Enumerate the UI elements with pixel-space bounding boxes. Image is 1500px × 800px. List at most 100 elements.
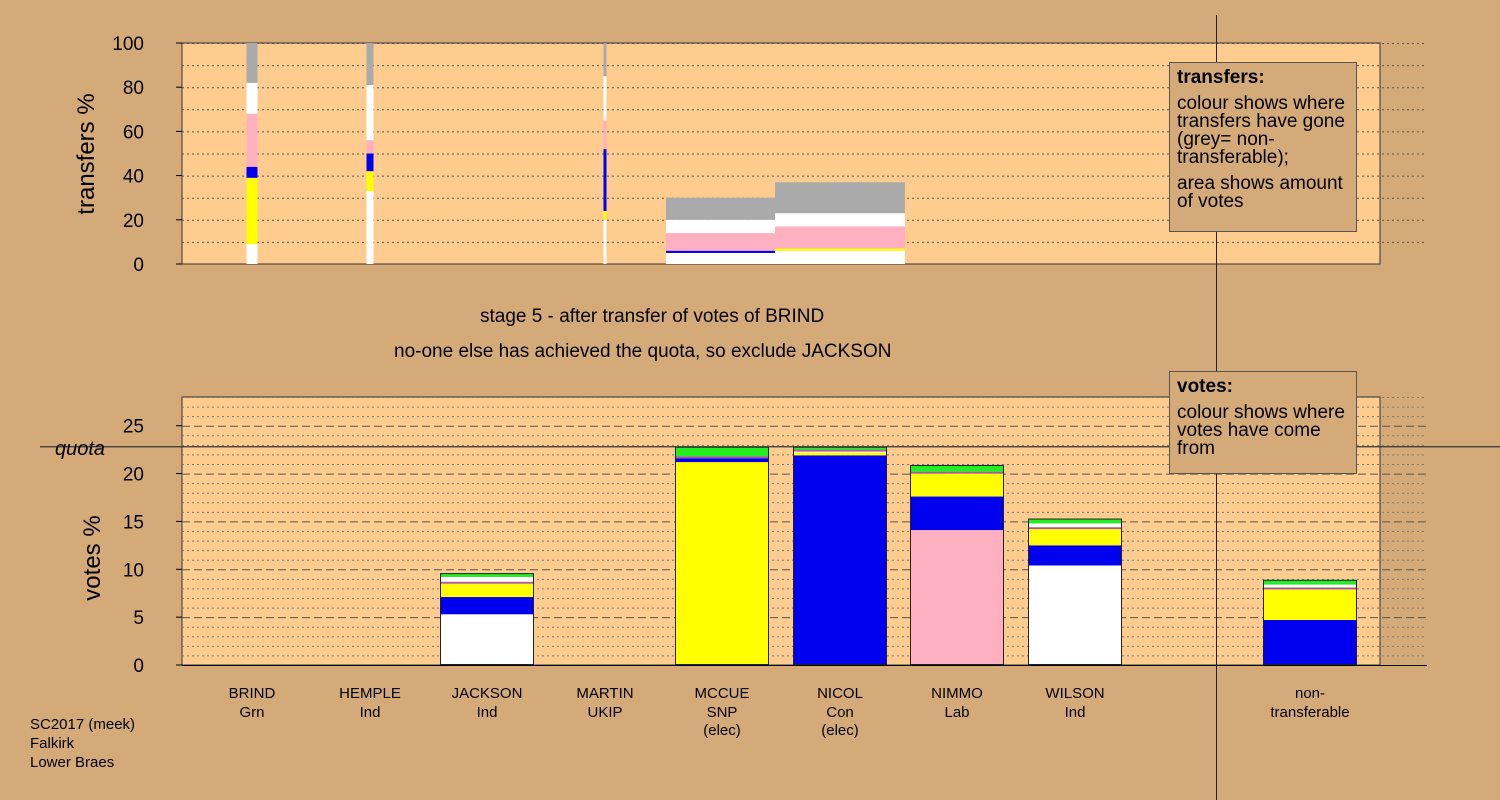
- transfer-bar-segment: [775, 182, 905, 214]
- vote-bar-segment: [440, 573, 534, 577]
- footer-line: SC2017 (meek): [30, 716, 136, 733]
- vote-bar-segment: [1028, 529, 1122, 546]
- candidate-party-label: Ind: [360, 704, 381, 721]
- transfer-bar-segment: [366, 140, 374, 154]
- votes-y-tick-label: 25: [123, 417, 144, 438]
- transfer-bar-segment: [246, 113, 258, 167]
- footer-line: Lower Braes: [30, 754, 115, 771]
- votes-legend-title: votes:: [1177, 376, 1233, 397]
- vote-bar-segment: [675, 458, 769, 463]
- vote-bar-segment: [1028, 545, 1122, 566]
- transfers-legend-line: colour shows where transfers have gone (…: [1177, 93, 1345, 168]
- transfers-y-axis-label: transfers %: [73, 93, 100, 214]
- vote-bar-segment: [1263, 587, 1357, 590]
- vote-bar-segment: [675, 462, 769, 665]
- transfer-bar-segment: [666, 252, 778, 264]
- vote-bar-outline: [1028, 518, 1122, 665]
- votes-legend: votes: colour shows where votes have com…: [1169, 371, 1357, 474]
- votes-y-tick-label: 10: [123, 560, 144, 581]
- transfer-bar-segment: [246, 244, 258, 264]
- vote-bar-segment: [1263, 584, 1357, 588]
- transfer-bar-segment: [366, 84, 374, 141]
- candidate-name-label: NICOL: [817, 685, 863, 702]
- transfers-y-tick-label: 40: [123, 167, 144, 188]
- vote-bar-segment: [440, 583, 534, 598]
- vote-bar-segment: [440, 576, 534, 582]
- transfer-bar-segment: [246, 43, 258, 83]
- transfers-y-tick-label: 80: [123, 78, 144, 99]
- candidate-note-label: (elec): [821, 722, 859, 739]
- candidate-name-label: WILSON: [1045, 685, 1104, 702]
- transfer-bar-segment: [603, 210, 607, 220]
- vote-bar-outline: [910, 464, 1004, 666]
- nontransferable-label: transferable: [1270, 704, 1349, 721]
- candidate-name-label: NIMMO: [931, 685, 983, 702]
- transfer-bar-segment: [775, 250, 905, 264]
- transfer-bar-segment: [246, 166, 258, 178]
- transfers-y-tick-label: 100: [112, 34, 144, 55]
- candidate-party-label: Grn: [239, 704, 264, 721]
- candidate-name-label: MCCUE: [695, 685, 750, 702]
- candidate-name-label: JACKSON: [452, 685, 523, 702]
- candidate-party-label: SNP: [707, 704, 738, 721]
- candidate-party-label: UKIP: [587, 704, 622, 721]
- transfer-bar-segment: [666, 250, 778, 253]
- transfers-y-tick-label: 20: [123, 211, 144, 232]
- candidate-note-label: (elec): [703, 722, 741, 739]
- vote-bar-segment: [910, 473, 1004, 497]
- votes-y-axis-label: votes %: [79, 515, 106, 600]
- nontransferable-label: non-: [1295, 685, 1325, 702]
- transfers-legend-line: area shows amount of votes: [1177, 173, 1343, 212]
- vote-bar-segment: [1028, 565, 1122, 665]
- vote-bar-segment: [1028, 523, 1122, 528]
- vote-bar-segment: [440, 614, 534, 665]
- transfers-legend-title: transfers:: [1177, 67, 1265, 88]
- vote-bar-segment: [1028, 518, 1122, 524]
- transfer-bar-segment: [603, 219, 607, 264]
- votes-legend-line: colour shows where votes have come from: [1177, 402, 1345, 459]
- transfers-y-tick-label: 0: [133, 255, 144, 276]
- stage-caption: stage 5 - after transfer of votes of BRI…: [480, 306, 825, 327]
- vote-bar-segment: [910, 464, 1004, 472]
- vote-bar-segment: [793, 452, 887, 456]
- transfer-bar-segment: [603, 120, 607, 150]
- transfer-bar-segment: [666, 219, 778, 234]
- vote-bar-segment: [793, 451, 887, 453]
- transfer-bar-segment: [366, 153, 374, 172]
- vote-bar-segment: [440, 597, 534, 615]
- vote-bar-outline: [440, 573, 534, 665]
- candidate-party-label: Lab: [944, 704, 969, 721]
- votes-y-tick-label: 5: [133, 608, 144, 629]
- votes-y-tick-label: 15: [123, 512, 144, 533]
- transfer-bar-segment: [603, 43, 607, 77]
- transfer-bar-segment: [366, 171, 374, 192]
- vote-bar-segment: [793, 449, 887, 452]
- vote-bar-segment: [793, 455, 887, 665]
- transfer-bar-segment: [246, 82, 258, 114]
- transfer-bar-segment: [775, 248, 905, 251]
- transfer-bar-segment: [366, 43, 374, 85]
- vote-bar-segment: [675, 456, 769, 459]
- candidate-name-label: BRIND: [229, 685, 276, 702]
- candidate-name-label: MARTIN: [576, 685, 633, 702]
- transfer-bar-segment: [666, 197, 778, 220]
- vote-bar-segment: [910, 496, 1004, 531]
- vote-bar-segment: [440, 581, 534, 584]
- vote-bar-segment: [1028, 527, 1122, 530]
- transfers-legend: transfers: colour shows where transfers …: [1169, 62, 1357, 232]
- vote-bar-segment: [1263, 579, 1357, 585]
- transfer-bar-segment: [775, 226, 905, 249]
- vote-bar-segment: [1263, 620, 1357, 665]
- transfer-bar-segment: [775, 213, 905, 227]
- vote-bar-outline: [1263, 579, 1357, 665]
- candidate-party-label: Ind: [1065, 704, 1086, 721]
- quota-label: quota: [55, 438, 105, 460]
- footer-line: Falkirk: [30, 735, 75, 752]
- exclude-caption: no-one else has achieved the quota, so e…: [394, 341, 892, 362]
- vote-bar-segment: [793, 446, 887, 450]
- transfer-bar-segment: [246, 177, 258, 245]
- transfer-bar-segment: [366, 191, 374, 264]
- vote-bar-segment: [910, 471, 1004, 474]
- vote-bar-segment: [910, 530, 1004, 665]
